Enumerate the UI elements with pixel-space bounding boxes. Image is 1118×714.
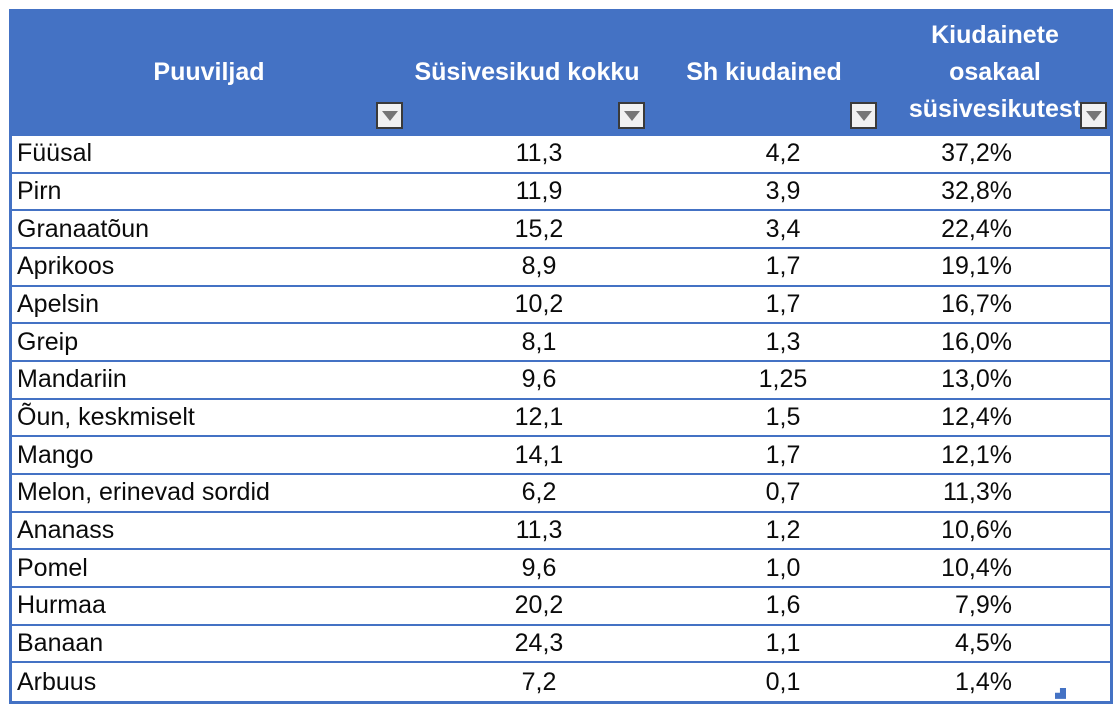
cell-fiber-share[interactable]: 11,3% [942, 478, 1012, 507]
cell-carbs-total[interactable]: 8,9 [521, 252, 557, 281]
cell-fruit-name[interactable]: Õun, keskmiselt [17, 402, 195, 431]
fruits-fiber-table: Puuviljad Süsivesikud kokku Sh kiudained… [9, 9, 1113, 704]
cell-fruit-name[interactable]: Pirn [17, 176, 62, 205]
cell-fruit-name[interactable]: Füüsal [17, 139, 93, 168]
table-row: Mango 14,1 1,7 12,1% [12, 437, 1110, 475]
chevron-down-icon [381, 110, 398, 121]
cell-fiber-share[interactable]: 13,0% [941, 365, 1012, 394]
header-label: Puuviljad [153, 58, 265, 86]
table-row: Ananass 11,3 1,2 10,6% [12, 513, 1110, 551]
header-label-line: osakaal [949, 58, 1041, 86]
cell-carbs-total[interactable]: 9,6 [521, 553, 557, 582]
cell-fiber-share[interactable]: 12,1% [941, 440, 1012, 469]
cell-fiber[interactable]: 0,1 [765, 667, 801, 696]
filter-button-sh-kiudained[interactable] [850, 102, 877, 129]
cell-fruit-name[interactable]: Apelsin [17, 289, 99, 318]
table-row: Õun, keskmiselt 12,1 1,5 12,4% [12, 400, 1110, 438]
cell-fruit-name[interactable]: Mandariin [17, 365, 127, 394]
cell-fiber[interactable]: 1,1 [765, 628, 801, 657]
cell-fruit-name[interactable]: Greip [17, 327, 79, 356]
header-label-line: süsivesikutest [908, 95, 1082, 123]
cell-carbs-total[interactable]: 24,3 [514, 628, 564, 657]
table-row: Banaan 24,3 1,1 4,5% [12, 626, 1110, 664]
chevron-down-icon [623, 110, 640, 121]
cell-fiber[interactable]: 1,7 [765, 440, 801, 469]
header-cell-puuviljad[interactable]: Puuviljad [12, 9, 406, 136]
table-row: Pirn 11,9 3,9 32,8% [12, 174, 1110, 212]
cell-fiber[interactable]: 1,25 [758, 365, 808, 394]
cell-fiber[interactable]: 1,7 [765, 289, 801, 318]
cell-fruit-name[interactable]: Granaatõun [17, 214, 150, 243]
filter-button-susivesikud-kokku[interactable] [618, 102, 645, 129]
cell-carbs-total[interactable]: 12,1 [514, 402, 564, 431]
cell-fruit-name[interactable]: Hurmaa [17, 591, 106, 620]
cell-fiber-share[interactable]: 7,9% [955, 591, 1012, 620]
header-label: Süsivesikud kokku [414, 58, 640, 86]
cell-fiber[interactable]: 3,4 [765, 214, 801, 243]
header-cell-kiudainete-osakaal[interactable]: Kiudainete osakaal süsivesikutest [880, 9, 1110, 136]
table-row: Aprikoos 8,9 1,7 19,1% [12, 249, 1110, 287]
cell-carbs-total[interactable]: 8,1 [521, 327, 557, 356]
cell-carbs-total[interactable]: 20,2 [514, 591, 564, 620]
cell-fiber[interactable]: 1,7 [765, 252, 801, 281]
table-row: Füüsal 11,3 4,2 37,2% [12, 136, 1110, 174]
header-cell-susivesikud-kokku[interactable]: Süsivesikud kokku [406, 9, 648, 136]
table-row: Greip 8,1 1,3 16,0% [12, 324, 1110, 362]
cell-fiber-share[interactable]: 1,4% [955, 667, 1012, 696]
cell-carbs-total[interactable]: 9,6 [521, 365, 557, 394]
cell-fiber-share[interactable]: 10,6% [941, 515, 1012, 544]
cell-fruit-name[interactable]: Melon, erinevad sordid [17, 478, 270, 507]
cell-carbs-total[interactable]: 11,3 [515, 515, 563, 544]
table-row: Apelsin 10,2 1,7 16,7% [12, 287, 1110, 325]
cell-fiber-share[interactable]: 10,4% [941, 553, 1012, 582]
cell-fiber[interactable]: 1,0 [765, 553, 801, 582]
cell-fiber[interactable]: 1,3 [765, 327, 801, 356]
cell-fiber-share[interactable]: 16,0% [941, 327, 1012, 356]
cell-fiber-share[interactable]: 19,1% [941, 252, 1012, 281]
cell-fiber[interactable]: 3,9 [765, 176, 801, 205]
cell-fiber-share[interactable]: 22,4% [941, 214, 1012, 243]
cell-fiber-share[interactable]: 32,8% [941, 176, 1012, 205]
header-cell-sh-kiudained[interactable]: Sh kiudained [648, 9, 880, 136]
table-row: Melon, erinevad sordid 6,2 0,7 11,3% [12, 475, 1110, 513]
cell-carbs-total[interactable]: 11,3 [515, 139, 563, 168]
table-row: Mandariin 9,6 1,25 13,0% [12, 362, 1110, 400]
chevron-down-icon [855, 110, 872, 121]
cell-fiber-share[interactable]: 37,2% [941, 139, 1012, 168]
cell-fruit-name[interactable]: Mango [17, 440, 94, 469]
cell-fiber-share[interactable]: 12,4% [941, 402, 1012, 431]
cell-fiber[interactable]: 1,6 [765, 591, 801, 620]
table-resize-handle[interactable] [1055, 687, 1066, 699]
table-row: Arbuus 7,2 0,1 1,4% [12, 663, 1110, 701]
table-body: Füüsal 11,3 4,2 37,2% Pirn 11,9 3,9 32,8… [12, 136, 1110, 701]
cell-carbs-total[interactable]: 7,2 [521, 667, 557, 696]
cell-fiber-share[interactable]: 4,5% [955, 628, 1012, 657]
cell-fruit-name[interactable]: Pomel [17, 553, 88, 582]
cell-fruit-name[interactable]: Aprikoos [17, 252, 115, 281]
chevron-down-icon [1085, 110, 1102, 121]
cell-carbs-total[interactable]: 15,2 [514, 214, 564, 243]
cell-fruit-name[interactable]: Arbuus [17, 667, 97, 696]
cell-fiber-share[interactable]: 16,7% [941, 289, 1012, 318]
table-row: Pomel 9,6 1,0 10,4% [12, 550, 1110, 588]
cell-fiber[interactable]: 0,7 [765, 478, 801, 507]
table-header-row: Puuviljad Süsivesikud kokku Sh kiudained… [12, 9, 1110, 136]
cell-fruit-name[interactable]: Ananass [17, 515, 115, 544]
header-label-line: Kiudainete [931, 21, 1059, 49]
cell-fruit-name[interactable]: Banaan [17, 628, 104, 657]
filter-button-kiudainete-osakaal[interactable] [1080, 102, 1107, 129]
filter-button-puuviljad[interactable] [376, 102, 403, 129]
table-row: Granaatõun 15,2 3,4 22,4% [12, 211, 1110, 249]
cell-carbs-total[interactable]: 10,2 [514, 289, 564, 318]
cell-carbs-total[interactable]: 14,1 [514, 440, 564, 469]
cell-fiber[interactable]: 4,2 [765, 139, 801, 168]
cell-fiber[interactable]: 1,2 [765, 515, 801, 544]
table-row: Hurmaa 20,2 1,6 7,9% [12, 588, 1110, 626]
cell-fiber[interactable]: 1,5 [765, 402, 801, 431]
header-label: Sh kiudained [686, 58, 842, 86]
cell-carbs-total[interactable]: 11,9 [515, 176, 563, 205]
cell-carbs-total[interactable]: 6,2 [521, 478, 557, 507]
